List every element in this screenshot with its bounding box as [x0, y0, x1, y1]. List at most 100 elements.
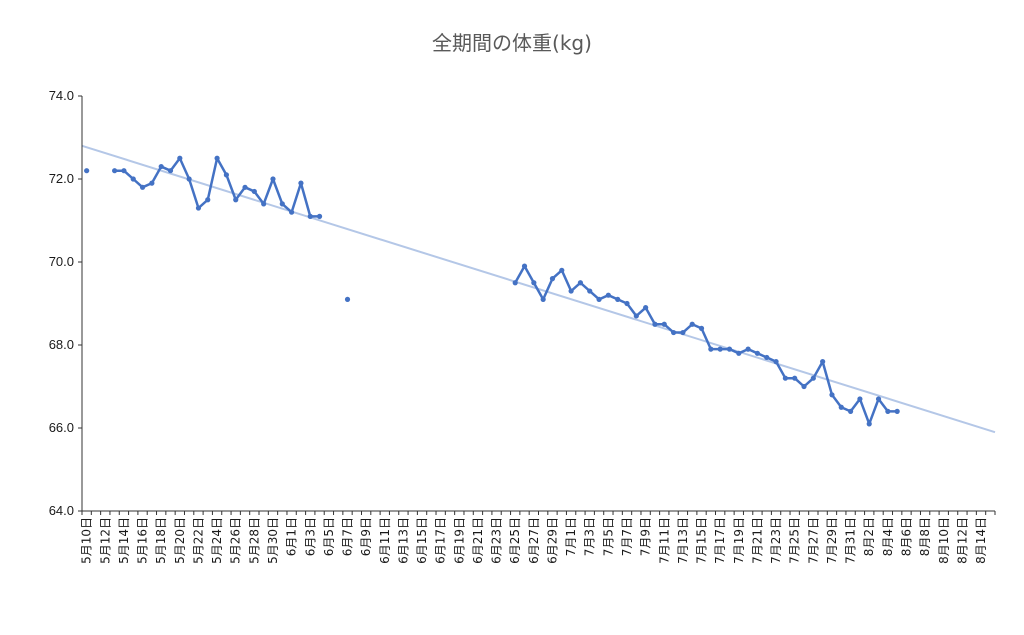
data-point: [195, 205, 202, 211]
data-point: [223, 172, 230, 178]
data-point: [605, 292, 611, 298]
data-point: [866, 421, 872, 427]
y-axis-ticks: 64.0 66.0 68.0 70.0 72.0 74.0: [49, 88, 82, 518]
data-point: [596, 296, 602, 302]
data-point: [670, 329, 677, 336]
data-point: [792, 375, 798, 381]
x-tick-label: 6月11日: [378, 517, 392, 564]
x-tick-label: 7月21日: [750, 517, 764, 564]
data-point: [820, 359, 826, 365]
data-point: [829, 392, 835, 398]
data-point: [698, 325, 705, 331]
series-layer: [84, 155, 900, 427]
data-point: [885, 408, 891, 414]
data-point: [838, 404, 844, 410]
data-point: [624, 300, 630, 307]
x-tick-label: 7月11日: [657, 517, 671, 564]
x-tick-label: 6月1日: [285, 517, 299, 556]
data-point: [764, 354, 770, 361]
x-tick-label: 8月4日: [881, 517, 895, 556]
x-tick-label: 7月19日: [732, 517, 746, 564]
data-point: [521, 263, 528, 269]
x-tick-label: 6月13日: [396, 517, 410, 564]
data-point: [233, 197, 239, 203]
x-tick-label: 7月7日: [620, 517, 634, 556]
data-point: [307, 213, 313, 219]
data-point: [661, 321, 667, 327]
data-point: [344, 296, 351, 302]
x-tick-label: 5月20日: [173, 517, 187, 564]
x-tick-label: 5月18日: [154, 517, 168, 564]
data-point: [205, 197, 211, 203]
x-tick-label: 6月23日: [490, 517, 504, 564]
data-point: [726, 346, 733, 352]
x-tick-label: 7月17日: [713, 517, 727, 564]
x-tick-label: 7月23日: [769, 517, 783, 564]
data-point: [568, 288, 574, 294]
x-tick-label: 7月13日: [676, 517, 690, 564]
x-tick-label: 6月29日: [545, 517, 559, 564]
data-point: [112, 168, 118, 174]
y-tick-label: 64.0: [49, 503, 74, 518]
x-axis-ticks: 5月10日 5月12日 5月14日 5月16日 5月18日 5月20日 5月22日 5月24日…: [80, 511, 996, 564]
x-tick-label: 5月10日: [80, 517, 94, 564]
data-point: [167, 168, 174, 174]
data-point: [801, 383, 807, 390]
data-point: [84, 168, 90, 174]
data-point: [242, 184, 248, 190]
x-tick-label: 5月22日: [191, 517, 205, 564]
x-tick-label: 6月17日: [434, 517, 448, 564]
x-tick-label: 6月25日: [508, 517, 522, 564]
x-tick-label: 7月5日: [601, 517, 615, 556]
data-point: [643, 305, 649, 311]
x-tick-label: 6月5日: [322, 517, 336, 556]
data-point: [745, 346, 751, 352]
data-point: [652, 321, 658, 327]
data-point: [121, 168, 127, 174]
x-tick-label: 8月6日: [899, 517, 913, 556]
x-tick-label: 6月7日: [341, 517, 355, 556]
data-point: [773, 359, 779, 365]
data-point: [289, 209, 295, 215]
data-point: [857, 396, 863, 402]
data-point: [847, 408, 854, 414]
x-tick-label: 5月30日: [266, 517, 280, 564]
data-point: [708, 346, 714, 352]
data-point: [549, 276, 556, 282]
x-tick-label: 8月10日: [937, 517, 951, 564]
data-point: [875, 396, 882, 402]
x-tick-label: 7月3日: [583, 517, 597, 556]
x-tick-label: 8月8日: [918, 517, 932, 556]
data-point: [894, 408, 900, 414]
x-tick-label: 7月15日: [695, 517, 709, 564]
data-point: [754, 350, 761, 356]
x-tick-label: 5月12日: [98, 517, 112, 564]
data-point: [130, 176, 136, 182]
data-point: [782, 375, 788, 381]
y-tick-label: 74.0: [49, 88, 74, 103]
x-tick-label: 5月28日: [247, 517, 261, 564]
x-tick-label: 6月3日: [303, 517, 317, 556]
data-point: [279, 201, 285, 207]
data-point: [139, 184, 146, 190]
x-tick-label: 7月1日: [564, 517, 578, 556]
data-point: [186, 176, 192, 182]
x-tick-label: 7月31日: [844, 517, 858, 564]
data-point: [736, 350, 742, 356]
data-point: [559, 267, 565, 273]
data-point: [177, 155, 183, 161]
x-tick-label: 7月29日: [825, 517, 839, 564]
data-point: [149, 180, 155, 186]
x-tick-label: 8月14日: [974, 517, 988, 564]
data-point: [316, 213, 323, 219]
data-point: [270, 176, 276, 182]
x-tick-label: 5月26日: [229, 517, 243, 564]
data-point: [577, 280, 584, 286]
data-point: [512, 280, 518, 286]
y-tick-label: 72.0: [49, 171, 74, 186]
data-point: [251, 188, 257, 195]
x-tick-label: 8月12日: [955, 517, 969, 564]
x-tick-label: 6月21日: [471, 517, 485, 564]
data-point: [633, 313, 639, 319]
